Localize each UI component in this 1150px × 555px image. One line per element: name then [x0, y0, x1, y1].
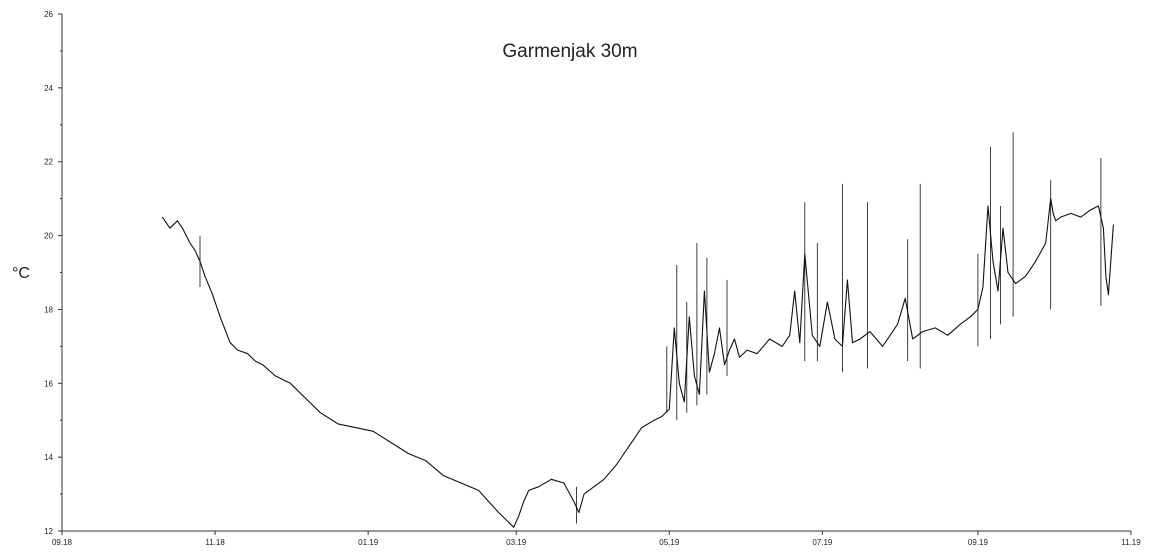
y-tick-label: 18	[44, 305, 53, 314]
y-tick-label: 16	[44, 379, 53, 388]
y-tick-label: 26	[44, 10, 53, 19]
x-tick-label: 07.19	[812, 538, 833, 547]
y-ticks: 12 14 16 18 20 22 24 26	[44, 10, 62, 536]
x-tick-label: 09.19	[968, 538, 989, 547]
x-ticks: 09.18 11.18 01.19 03.19 05.19 07.19 09.19 11.19	[52, 531, 1141, 547]
y-tick-label: 20	[44, 232, 53, 241]
x-tick-label: 03.19	[506, 538, 527, 547]
y-tick-label: 22	[44, 158, 53, 167]
x-tick-label: 11.19	[1121, 538, 1141, 547]
y-tick-label: 12	[44, 527, 53, 536]
y-axis-label: °C	[12, 265, 30, 282]
x-tick-label: 01.19	[358, 538, 379, 547]
y-tick-label: 14	[44, 453, 53, 462]
x-tick-label: 09.18	[52, 538, 73, 547]
x-tick-label: 11.18	[205, 538, 225, 547]
temperature-spikes	[199, 132, 1102, 524]
temperature-line	[161, 198, 1114, 528]
chart-title: Garmenjak 30m	[502, 41, 637, 62]
y-tick-label: 24	[44, 84, 53, 93]
x-tick-label: 05.19	[659, 538, 680, 547]
series-layer	[161, 132, 1114, 528]
